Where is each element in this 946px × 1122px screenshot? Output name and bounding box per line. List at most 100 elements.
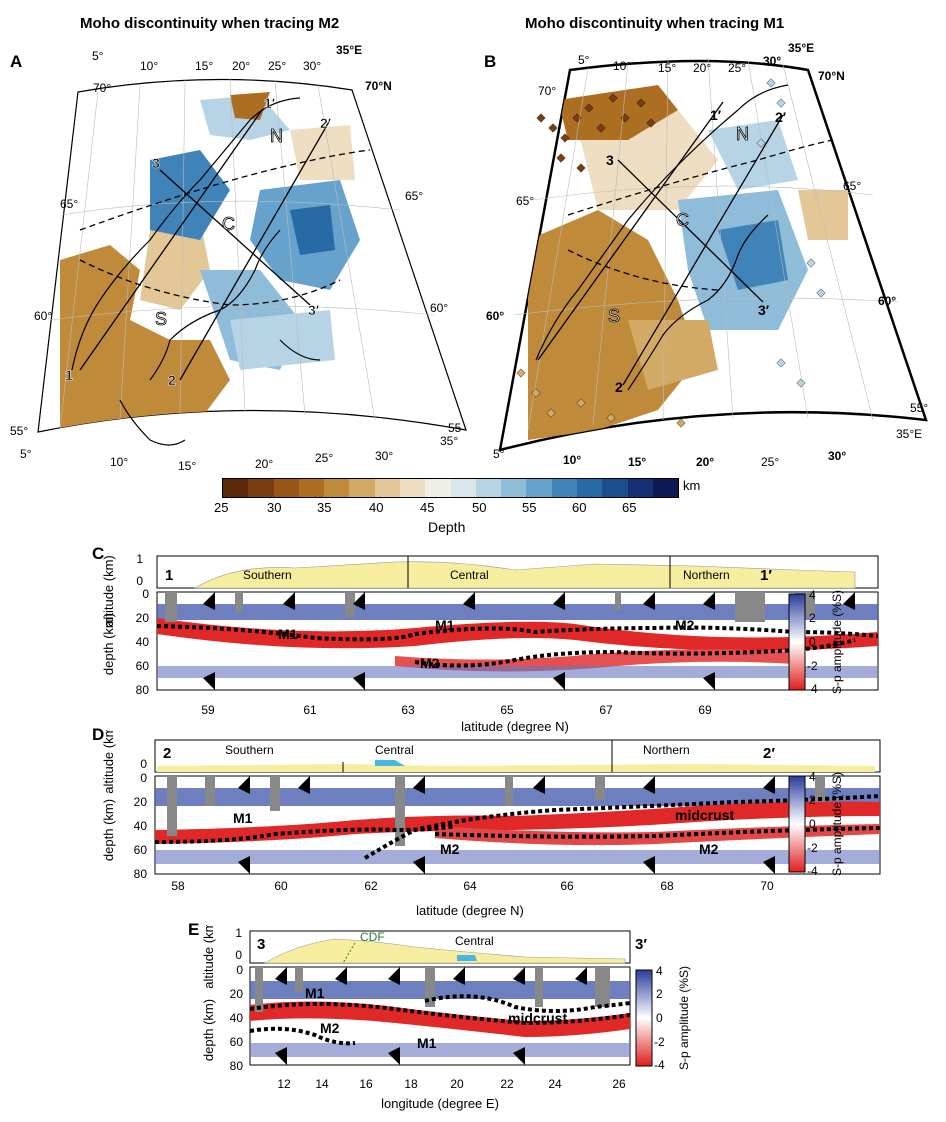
map-b-lon-top-30: 30° — [763, 54, 781, 68]
map-b-region-c: C — [676, 210, 689, 230]
panel-label-d: D — [92, 725, 105, 744]
section-d-depth-tick: 0 — [140, 771, 147, 785]
map-a-lat-right-65: 65° — [405, 189, 423, 203]
section-e-depth-tick: 20 — [230, 987, 244, 1001]
section-e: altitude (km) 1 0 3 3′ CDF Central depth… — [201, 925, 647, 1111]
depth-colorbar-swatch — [475, 479, 502, 497]
amp-tick: -2 — [654, 1035, 665, 1049]
depth-tick: 35 — [317, 500, 332, 515]
section-c-x-label: latitude (degree N) — [461, 719, 569, 734]
section-e-region-cdf: CDF — [360, 930, 385, 944]
section-e-depth-tick: 80 — [230, 1059, 244, 1073]
section-d-depth-tick: 20 — [134, 795, 148, 809]
section-e-start: 3 — [257, 936, 265, 953]
section-e-x-tick: 12 — [277, 1077, 291, 1091]
map-b-lat-right-60: 60° — [878, 294, 896, 308]
section-e-x-tick: 14 — [315, 1077, 329, 1091]
section-d-depth-tick: 60 — [134, 843, 148, 857]
section-d-label-m2: M2 — [440, 841, 460, 857]
section-c-alt-tick-0: 0 — [136, 574, 143, 588]
section-c-depth-tick: 80 — [136, 683, 150, 697]
map-a-lon-top-35: 35°E — [336, 43, 362, 57]
section-c-start: 1 — [165, 567, 173, 584]
depth-colorbar-swatch — [652, 479, 679, 497]
depth-colorbar-unit: km — [683, 478, 701, 493]
section-e-alt-tick-1: 1 — [235, 926, 242, 940]
amp-tick: 2 — [809, 793, 816, 807]
section-d-x-tick: 64 — [463, 879, 477, 893]
section-c-x-tick: 63 — [401, 703, 415, 717]
amp-tick: 4 — [656, 966, 663, 978]
section-c-amp-label: S-p amplitude (%S) — [830, 590, 844, 694]
section-c-x-tick: 59 — [201, 703, 215, 717]
map-b-lat-70: 70° — [538, 84, 556, 98]
map-b-region-boundaries — [567, 139, 834, 291]
depth-colorbar-swatch — [627, 479, 653, 497]
section-c-altitude-label: altitude (km) — [101, 555, 116, 627]
amp-tick: -4 — [654, 1058, 665, 1072]
map-a-region-n: N — [270, 126, 283, 146]
section-c-topography — [193, 561, 856, 589]
section-d-end: 2′ — [763, 745, 775, 762]
section-e-label-midcrust: midcrust — [508, 1010, 567, 1026]
section-d-region-central: Central — [375, 743, 414, 757]
map-b-lon-bot-20: 20° — [696, 455, 714, 469]
section-d-start: 2 — [163, 745, 171, 762]
section-d-x-tick: 68 — [660, 879, 674, 893]
map-b-lon-top-35: 35°E — [788, 41, 814, 55]
depth-tick: 55 — [522, 500, 537, 515]
section-d-region-northern: Northern — [643, 743, 690, 757]
panel-label-e: E — [188, 920, 200, 939]
section-d-topography — [157, 764, 875, 772]
depth-colorbar-swatch — [248, 479, 274, 497]
section-c-x-tick: 61 — [303, 703, 317, 717]
section-d-x-tick: 66 — [560, 879, 574, 893]
section-d-label-m1: M1 — [233, 810, 253, 826]
right-map-title: Moho discontinuity when tracing M1 — [525, 15, 785, 32]
map-a-profile-lines — [79, 109, 331, 381]
section-d: altitude (km) 0 2 2′ Southern Central No… — [101, 730, 881, 918]
section-c-depth-tick: 40 — [136, 635, 150, 649]
panel-label-c: C — [92, 544, 105, 563]
map-a-lat-right-60: 60° — [430, 301, 448, 315]
map-a-lon-top-10: 10° — [140, 59, 158, 73]
map-b-lon-bot-10: 10° — [563, 453, 581, 467]
depth-tick: 60 — [572, 500, 587, 515]
section-c-x-tick: 65 — [500, 703, 514, 717]
section-e-region-central: Central — [455, 934, 494, 948]
section-d-image — [154, 775, 881, 875]
map-a-moho-field — [60, 92, 360, 432]
section-c-region-southern: Southern — [243, 568, 292, 582]
section-e-topography — [263, 938, 626, 964]
map-b-lat-right-70: 70°N — [818, 69, 845, 83]
section-e-alt-tick-0: 0 — [235, 948, 242, 962]
map-a-lon-bot-25: 25° — [315, 451, 333, 465]
amp-tick: -4 — [807, 864, 818, 878]
section-e-label-m2: M2 — [320, 1020, 340, 1036]
section-e-amp-colorbar: 4 2 0 -2 -4 S-p amplitude (%S) — [635, 966, 691, 1072]
depth-colorbar — [222, 478, 679, 498]
depth-colorbar-swatch — [349, 479, 375, 497]
section-c-end: 1′ — [760, 567, 772, 584]
map-a-lat-60: 60° — [34, 309, 52, 323]
section-c-alt-tick-1: 1 — [136, 552, 143, 566]
map-b-lon-bot-25: 25° — [761, 455, 779, 469]
section-e-image — [249, 966, 631, 1066]
section-c-depth-tick: 60 — [136, 659, 150, 673]
section-c-label-m2: M2 — [420, 655, 440, 671]
map-b-station-points — [516, 78, 826, 428]
section-d-depth-label: depth (km) — [101, 799, 116, 861]
map-b-lon-bot-30: 30° — [828, 449, 846, 463]
panel-label-a: A — [10, 52, 23, 71]
map-a-profile-2: 2 — [168, 372, 176, 388]
map-b-coastline — [535, 84, 789, 391]
map-b-lon-top-5: 5° — [578, 53, 590, 67]
section-e-label-m1: M1 — [305, 985, 325, 1001]
map-b-lat-right-55: 55° — [910, 401, 928, 415]
depth-colorbar-swatch — [526, 479, 552, 497]
section-e-altitude-label: altitude (km) — [201, 925, 216, 989]
section-e-amp-label: S-p amplitude (%S) — [677, 966, 691, 1070]
left-map-title: Moho discontinuity when tracing M2 — [80, 15, 340, 32]
section-c-x-tick: 69 — [698, 703, 712, 717]
section-e-x-label: longitude (degree E) — [381, 1096, 499, 1111]
